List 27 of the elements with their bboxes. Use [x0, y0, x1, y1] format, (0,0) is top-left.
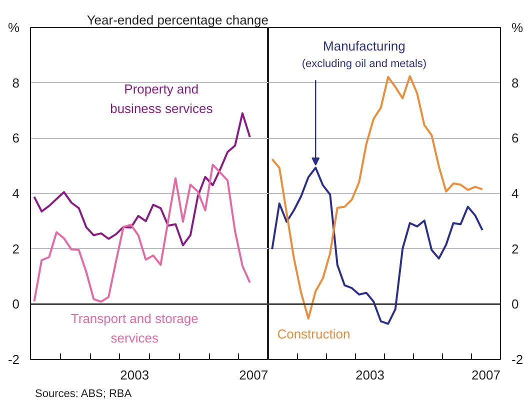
- series-label: Transport and storage services: [70, 311, 198, 346]
- x-tick-label: 2007: [239, 368, 268, 382]
- x-tick-label: 2007: [472, 368, 500, 382]
- y-tick-label: 4: [12, 186, 20, 201]
- text: Manufacturing (excluding oil and metals): [302, 38, 427, 70]
- y-tick-label: 6: [12, 130, 20, 146]
- y-tick-label: 0: [12, 296, 20, 312]
- y-tick-label: 2: [12, 241, 20, 256]
- chart-title: Year-ended percentage change: [86, 12, 268, 28]
- y-tick-label: 8: [512, 75, 519, 90]
- y-tick-label: %: [512, 20, 524, 35]
- y-tick-label: 8: [12, 75, 20, 90]
- series-label: Construction: [277, 326, 350, 342]
- y-tick-label: 0: [512, 296, 519, 312]
- x-tick-label: 2003: [120, 368, 150, 382]
- line-series: [33, 112, 251, 246]
- y-tick-label: 6: [512, 130, 519, 146]
- source-note: Sources: ABS; RBA: [35, 387, 132, 402]
- x-tick-label: 2003: [356, 368, 384, 382]
- y-tick-label: %: [8, 20, 20, 35]
- line-series: [33, 164, 251, 303]
- y-tick-label: -2: [512, 352, 524, 367]
- y-tick-label: -2: [8, 352, 20, 367]
- y-tick-label: 2: [512, 241, 519, 256]
- text: Property and business services: [110, 81, 214, 116]
- y-tick-label: 4: [512, 186, 519, 201]
- line-series: [271, 75, 484, 320]
